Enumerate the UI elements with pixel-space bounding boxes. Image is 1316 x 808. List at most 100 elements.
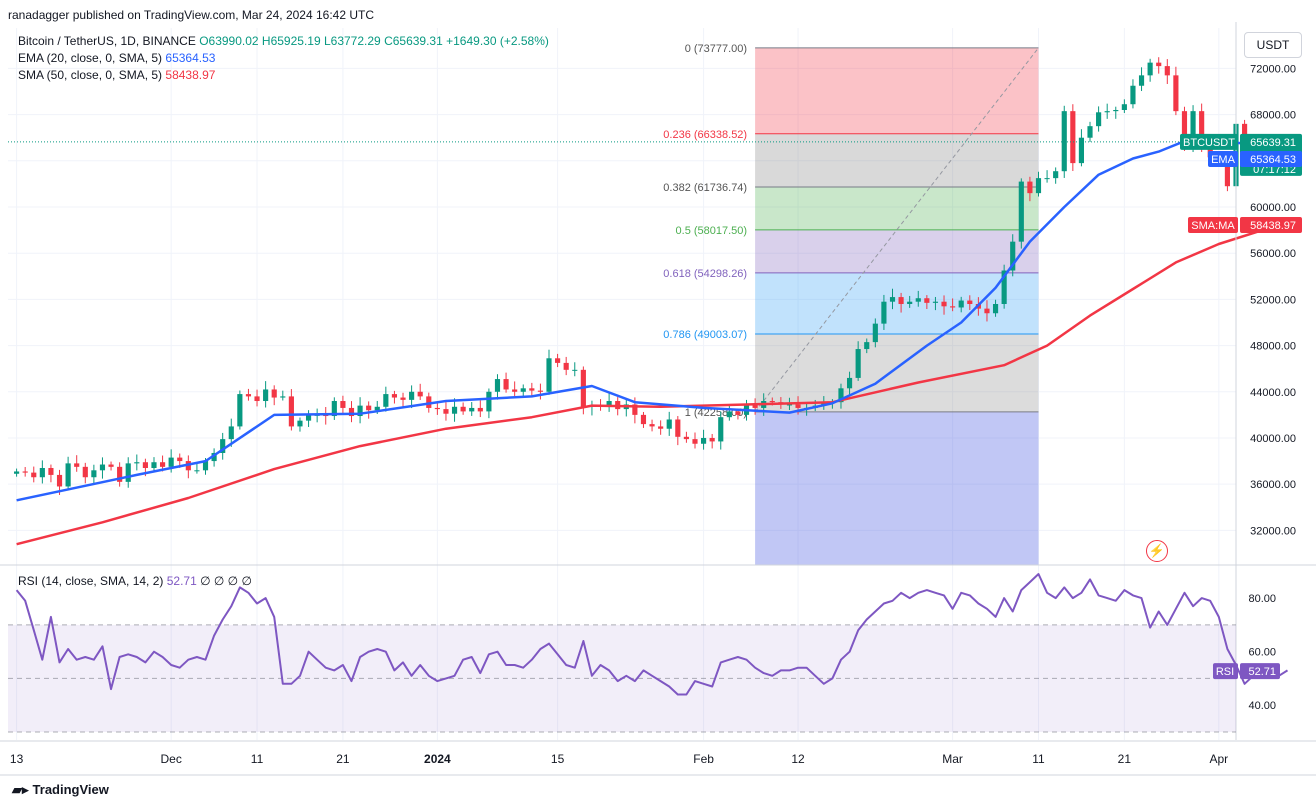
sma50-line — [16, 223, 1280, 546]
candle-body — [520, 388, 526, 392]
fib-extension-zone — [755, 411, 1039, 565]
candle-body — [340, 401, 346, 408]
last-price-value: 65639.31 — [1250, 137, 1296, 149]
candle-body — [555, 358, 561, 363]
candle-body — [1173, 75, 1179, 112]
candle-body — [1113, 109, 1119, 112]
candle-body — [984, 308, 990, 314]
fib-level-label: 0.618 (54298.26) — [663, 268, 747, 280]
candle-body — [512, 389, 518, 392]
candle-body — [31, 472, 37, 478]
candle-body — [142, 462, 148, 468]
candle-body — [451, 406, 458, 414]
candle-body — [537, 390, 543, 392]
candle-body — [151, 462, 157, 468]
candle-body — [82, 466, 88, 478]
candle-body — [177, 457, 183, 462]
candle-body — [752, 404, 758, 408]
candle-body — [228, 426, 234, 440]
candle-body — [563, 362, 569, 370]
candle-body — [606, 401, 612, 407]
time-tick-label: Mar — [942, 752, 963, 766]
candle-body — [675, 419, 681, 437]
rsi-legend[interactable]: RSI (14, close, SMA, 14, 2) 52.71 ∅ ∅ ∅ … — [18, 574, 252, 588]
candle-body — [649, 424, 655, 427]
candle-body — [469, 407, 475, 412]
candle-body — [1001, 270, 1007, 305]
candle-body — [1087, 126, 1093, 138]
candle-body — [280, 396, 286, 398]
candle-body — [1199, 111, 1205, 145]
candle-body — [211, 452, 217, 462]
candle-body — [855, 349, 861, 378]
candle-body — [1070, 111, 1076, 164]
fib-zone — [755, 272, 1039, 334]
candle-body — [220, 439, 226, 453]
candle-body — [14, 471, 20, 474]
candle-body — [1147, 62, 1153, 76]
candle-body — [718, 417, 724, 442]
price-tick-label: 32000.00 — [1250, 525, 1296, 537]
ema-tag: EMA — [1211, 154, 1236, 166]
candle-body — [494, 379, 501, 392]
candle-body — [331, 401, 337, 417]
candle-body — [99, 464, 106, 471]
time-tick-label: 21 — [1118, 752, 1132, 766]
candle-body — [1156, 62, 1162, 67]
candle-body — [1027, 181, 1033, 194]
candle-body — [400, 397, 406, 400]
candle-body — [56, 474, 63, 487]
candle-body — [477, 407, 483, 412]
candle-body — [22, 471, 28, 473]
candle-body — [795, 404, 801, 408]
candle-body — [1207, 144, 1213, 158]
candle-body — [263, 389, 269, 402]
candle-body — [735, 411, 741, 415]
candle-body — [889, 297, 896, 302]
candle-body — [486, 391, 492, 412]
fib-level-label: 0.5 (58017.50) — [676, 225, 748, 237]
open-value: O63990.02 — [199, 34, 259, 48]
candle-body — [503, 379, 509, 390]
candle-body — [409, 391, 415, 400]
symbol-tag-bg — [1180, 133, 1238, 150]
ema-tag-bg — [1208, 151, 1238, 168]
time-tick-label: 2024 — [424, 752, 451, 766]
fib-zone — [755, 333, 1039, 412]
published-by-text: ranadagger published on TradingView.com,… — [8, 8, 375, 22]
fib-zone — [755, 47, 1039, 134]
tradingview-logo[interactable]: ▰▸ TradingView — [12, 782, 109, 798]
candle-body — [632, 404, 638, 415]
fib-level-label: 0.382 (61736.74) — [663, 182, 747, 194]
candle-body — [992, 304, 999, 314]
candle-body — [194, 470, 200, 472]
candle-body — [434, 407, 440, 410]
change-value: +1649.30 (+2.58%) — [446, 34, 549, 48]
price-tick-label: 52000.00 — [1250, 294, 1296, 306]
alert-bolt-icon[interactable]: ⚡ — [1146, 540, 1168, 562]
candle-body — [709, 437, 715, 442]
price-tick-label: 60000.00 — [1250, 202, 1296, 214]
symbol-legend: Bitcoin / TetherUS, 1D, BINANCE O63990.0… — [18, 34, 549, 48]
candle-body — [443, 409, 449, 414]
candle-body — [1053, 171, 1059, 179]
tv-logo-icon: ▰▸ — [12, 782, 29, 797]
ema-legend[interactable]: EMA (20, close, 0, SMA, 5) 65364.53 — [18, 51, 215, 65]
candle-body — [348, 407, 355, 417]
fib-level-label: 0 (73777.00) — [685, 43, 747, 55]
sma-legend-label: SMA (50, close, 0, SMA, 5) — [18, 68, 163, 82]
sma-legend[interactable]: SMA (50, close, 0, SMA, 5) 58438.97 — [18, 68, 215, 82]
candle-body — [460, 406, 466, 412]
candle-body — [39, 467, 45, 478]
candle-body — [417, 391, 423, 397]
currency-button[interactable]: USDT — [1244, 32, 1302, 58]
candle-body — [288, 396, 294, 427]
low-value: L63772.29 — [323, 34, 381, 48]
candle-body — [572, 369, 578, 371]
rsi-value-tag-bg — [1240, 663, 1280, 680]
candle-body — [950, 306, 956, 308]
candle-body — [907, 301, 913, 305]
time-tick-label: 11 — [251, 752, 264, 766]
price-tick-label: 40000.00 — [1250, 433, 1296, 445]
